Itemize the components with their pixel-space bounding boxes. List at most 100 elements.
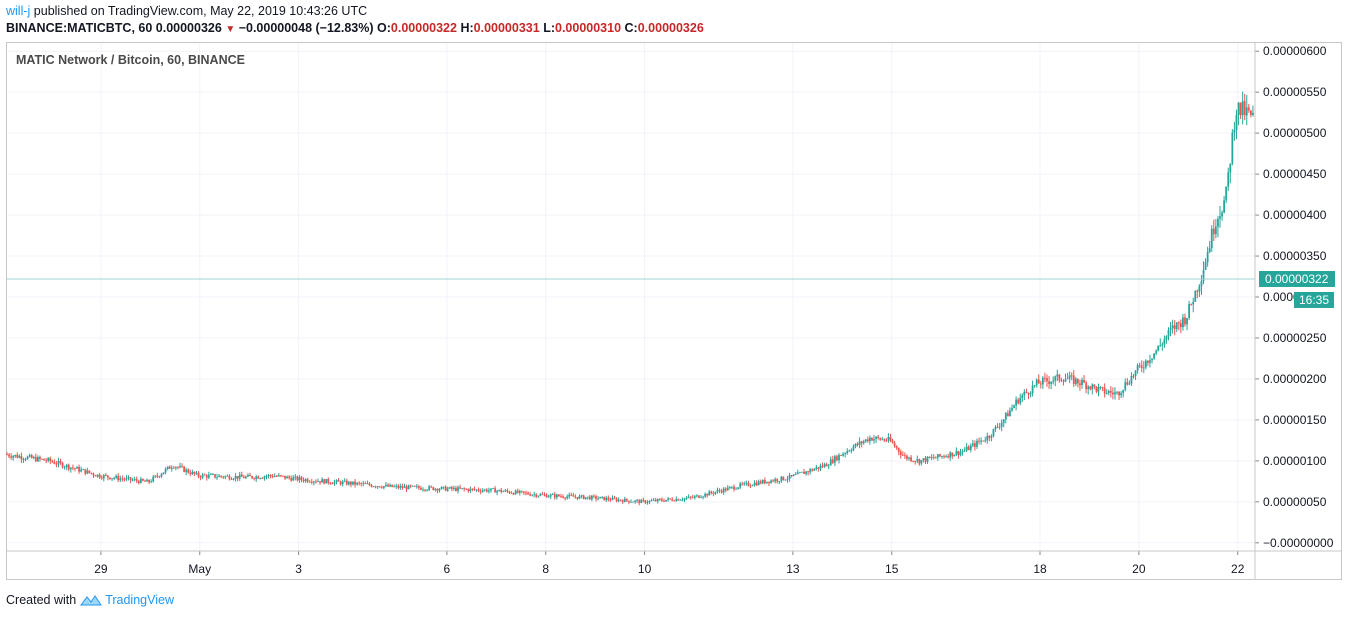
x-tick-label: May: [188, 562, 211, 576]
candle-down: [251, 476, 253, 479]
candle-up: [139, 478, 142, 484]
candle-down: [939, 454, 941, 457]
candle-down: [450, 487, 453, 489]
candle-up: [393, 486, 396, 488]
candle-up: [743, 483, 746, 485]
candle-up: [321, 479, 323, 483]
y-tick-label: 0.00000550: [1263, 85, 1327, 99]
candle-down: [1247, 107, 1250, 111]
candle-down: [840, 455, 842, 456]
candles-layer: [6, 91, 1254, 506]
candle-down: [30, 455, 33, 458]
candle-up: [774, 479, 777, 482]
candle-up: [366, 483, 369, 485]
candle-up: [212, 474, 214, 476]
candle-up: [881, 439, 884, 441]
candle-down: [354, 481, 356, 485]
candle-up: [195, 472, 198, 474]
candle-up: [1081, 379, 1083, 386]
published-text: published on TradingView.com, May 22, 20…: [33, 4, 368, 18]
candle-down: [387, 484, 389, 487]
candle-up: [1161, 344, 1164, 346]
candle-up: [634, 500, 637, 502]
candle-up: [1157, 345, 1160, 351]
change-value: −0.00000048 (−12.83%): [238, 21, 374, 35]
candle-up: [1031, 385, 1034, 394]
candle-down: [123, 478, 126, 480]
created-with: Created with TradingView: [6, 593, 174, 607]
candle-up: [298, 477, 301, 481]
candle-up: [1163, 339, 1166, 345]
candle-down: [1147, 360, 1149, 363]
candle-down: [924, 458, 927, 462]
candle-down: [763, 479, 766, 484]
candle-down: [883, 439, 886, 441]
low-value: 0.00000310: [555, 21, 622, 35]
candle-down: [409, 485, 412, 487]
candle-up: [1241, 101, 1244, 116]
candle-down: [943, 456, 945, 457]
candle-down: [910, 457, 912, 461]
candle-up: [971, 443, 974, 446]
candle-down: [84, 469, 87, 474]
candle-down: [193, 471, 196, 474]
candle-down: [473, 488, 476, 490]
candle-up: [735, 488, 737, 490]
candle-down: [337, 480, 340, 482]
candle-up: [1210, 228, 1213, 249]
candle-down: [512, 493, 515, 495]
tradingview-link[interactable]: TradingView: [105, 593, 174, 607]
candle-down: [53, 462, 56, 464]
candle-up: [160, 474, 163, 477]
candle-down: [545, 494, 548, 498]
candle-up: [201, 474, 204, 478]
candle-up: [1200, 281, 1203, 287]
author-link[interactable]: will-j: [6, 4, 31, 18]
candle-down: [310, 481, 313, 483]
candle-up: [292, 477, 295, 481]
candle-down: [420, 487, 422, 490]
candle-up: [827, 465, 830, 467]
candle-up: [496, 490, 499, 493]
candle-down: [88, 470, 91, 473]
candle-up: [162, 472, 165, 475]
candle-down: [527, 492, 529, 495]
candle-down: [471, 488, 474, 490]
candle-down: [901, 454, 904, 456]
candle-down: [104, 475, 107, 476]
candle-down: [61, 462, 64, 468]
candle-up: [312, 481, 315, 483]
candle-up: [716, 490, 719, 492]
candle-up: [1052, 380, 1055, 382]
candle-up: [207, 474, 210, 478]
candle-up: [753, 482, 756, 486]
candle-up: [150, 481, 153, 483]
candle-up: [1050, 381, 1053, 384]
chart-panel[interactable]: [6, 42, 1342, 580]
candle-up: [693, 496, 696, 498]
candle-up: [683, 498, 686, 500]
candle-down: [144, 480, 146, 482]
candle-up: [926, 456, 929, 462]
candle-down: [525, 492, 527, 494]
candle-up: [922, 458, 925, 460]
candle-down: [364, 483, 367, 485]
candle-down: [893, 442, 896, 447]
candle-up: [1202, 269, 1205, 282]
candle-up: [722, 488, 725, 493]
candle-up: [457, 487, 459, 491]
candle-down: [914, 461, 917, 462]
candle-up: [411, 485, 414, 487]
candle-down: [759, 481, 762, 484]
candle-down: [280, 475, 282, 476]
candle-down: [189, 472, 192, 475]
candle-up: [568, 494, 571, 497]
candle-down: [78, 467, 80, 472]
candle-up: [599, 496, 602, 499]
candle-up: [1175, 322, 1178, 330]
candle-down: [877, 436, 880, 439]
candle-down: [214, 474, 216, 478]
candle-down: [817, 467, 820, 469]
candle-down: [34, 457, 37, 462]
